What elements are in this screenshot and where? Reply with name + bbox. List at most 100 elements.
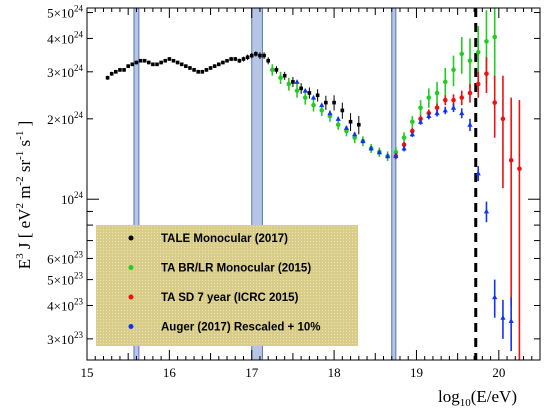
data-point <box>340 108 345 113</box>
data-point <box>483 208 490 214</box>
data-point <box>410 128 415 134</box>
legend: TALE Monocular (2017) TA BR/LR Monocular … <box>96 225 358 346</box>
data-point <box>315 93 320 98</box>
data-point <box>114 69 118 74</box>
data-point <box>459 51 465 57</box>
data-point <box>138 58 143 63</box>
data-point <box>434 105 440 111</box>
data-point <box>327 110 333 116</box>
data-point <box>134 60 139 65</box>
data-series <box>105 8 522 360</box>
data-point <box>294 79 300 84</box>
data-point <box>311 102 316 108</box>
data-point <box>130 62 135 67</box>
data-point <box>159 60 163 65</box>
data-point <box>307 91 312 95</box>
data-point <box>442 79 448 85</box>
data-point <box>151 62 155 67</box>
data-point <box>122 68 126 72</box>
y-tick-label: 4×1024 <box>47 29 83 46</box>
data-point <box>401 145 407 151</box>
data-point <box>324 100 328 105</box>
data-point <box>434 90 440 96</box>
data-point <box>442 97 448 103</box>
data-point <box>360 138 366 144</box>
axes: 15 16 17 18 19 20 3×1023 4×1023 5×1023 6×1023 1024… <box>47 4 541 380</box>
data-point <box>426 113 432 118</box>
data-point <box>233 57 238 61</box>
data-point <box>146 60 151 65</box>
data-point <box>475 170 481 176</box>
data-point <box>417 118 424 124</box>
data-point <box>352 131 358 137</box>
data-point <box>192 68 196 72</box>
series-auger-2017-rescaled-10- <box>294 79 514 352</box>
data-point <box>171 58 176 63</box>
data-point <box>352 135 357 140</box>
legend-marker <box>128 324 134 329</box>
legend-label: TALE Monocular (2017) <box>161 233 288 245</box>
x-tick-label: 18 <box>328 365 341 380</box>
data-point <box>299 86 303 91</box>
data-point <box>118 68 122 72</box>
data-point <box>294 88 300 93</box>
data-point <box>442 107 448 113</box>
data-point <box>459 95 465 100</box>
plot-frame <box>86 7 541 361</box>
data-point <box>467 58 473 64</box>
data-point <box>492 294 498 300</box>
data-point <box>167 57 172 61</box>
data-point <box>459 110 465 116</box>
data-point <box>332 100 336 105</box>
data-point <box>508 318 514 323</box>
data-point <box>302 87 308 93</box>
data-point <box>467 121 473 127</box>
data-point <box>343 125 350 130</box>
data-point <box>368 145 374 151</box>
data-point <box>344 128 349 134</box>
data-point <box>204 68 209 72</box>
x-axis-title: log10(E/eV) <box>438 387 517 409</box>
data-point <box>196 69 200 74</box>
data-point <box>225 58 229 63</box>
data-point <box>155 62 159 67</box>
data-point <box>492 34 498 40</box>
data-point <box>450 104 457 110</box>
data-point <box>200 69 205 74</box>
x-tick-label: 19 <box>410 365 423 380</box>
data-point <box>475 49 481 55</box>
data-point <box>216 62 221 67</box>
data-point <box>105 75 110 80</box>
data-point <box>319 102 325 108</box>
data-point <box>517 166 522 172</box>
data-point <box>484 71 489 77</box>
y-tick-label: 6×1023 <box>47 249 83 266</box>
data-point <box>212 64 217 68</box>
data-point <box>278 75 283 81</box>
data-point <box>258 53 262 58</box>
data-point <box>241 57 246 61</box>
data-point <box>237 58 242 63</box>
data-point <box>254 52 258 56</box>
data-point <box>451 67 456 73</box>
data-point <box>475 81 481 87</box>
data-point <box>508 157 514 163</box>
x-tick-label: 16 <box>163 365 177 380</box>
data-point <box>335 122 341 128</box>
data-point <box>467 90 473 96</box>
y-tick-label: 5×1024 <box>47 4 83 21</box>
data-point <box>418 116 423 122</box>
data-point <box>357 122 361 127</box>
data-point <box>270 67 275 73</box>
data-point <box>500 116 506 122</box>
data-point <box>126 64 130 68</box>
legend-label: TA SD 7 year (ICRC 2015) <box>161 292 299 304</box>
data-point <box>179 62 184 67</box>
data-point <box>393 149 399 155</box>
legend-marker <box>128 265 134 270</box>
data-point <box>393 153 399 159</box>
data-point <box>302 95 308 100</box>
data-point <box>229 57 233 61</box>
data-point <box>184 64 188 68</box>
data-point <box>249 53 254 58</box>
